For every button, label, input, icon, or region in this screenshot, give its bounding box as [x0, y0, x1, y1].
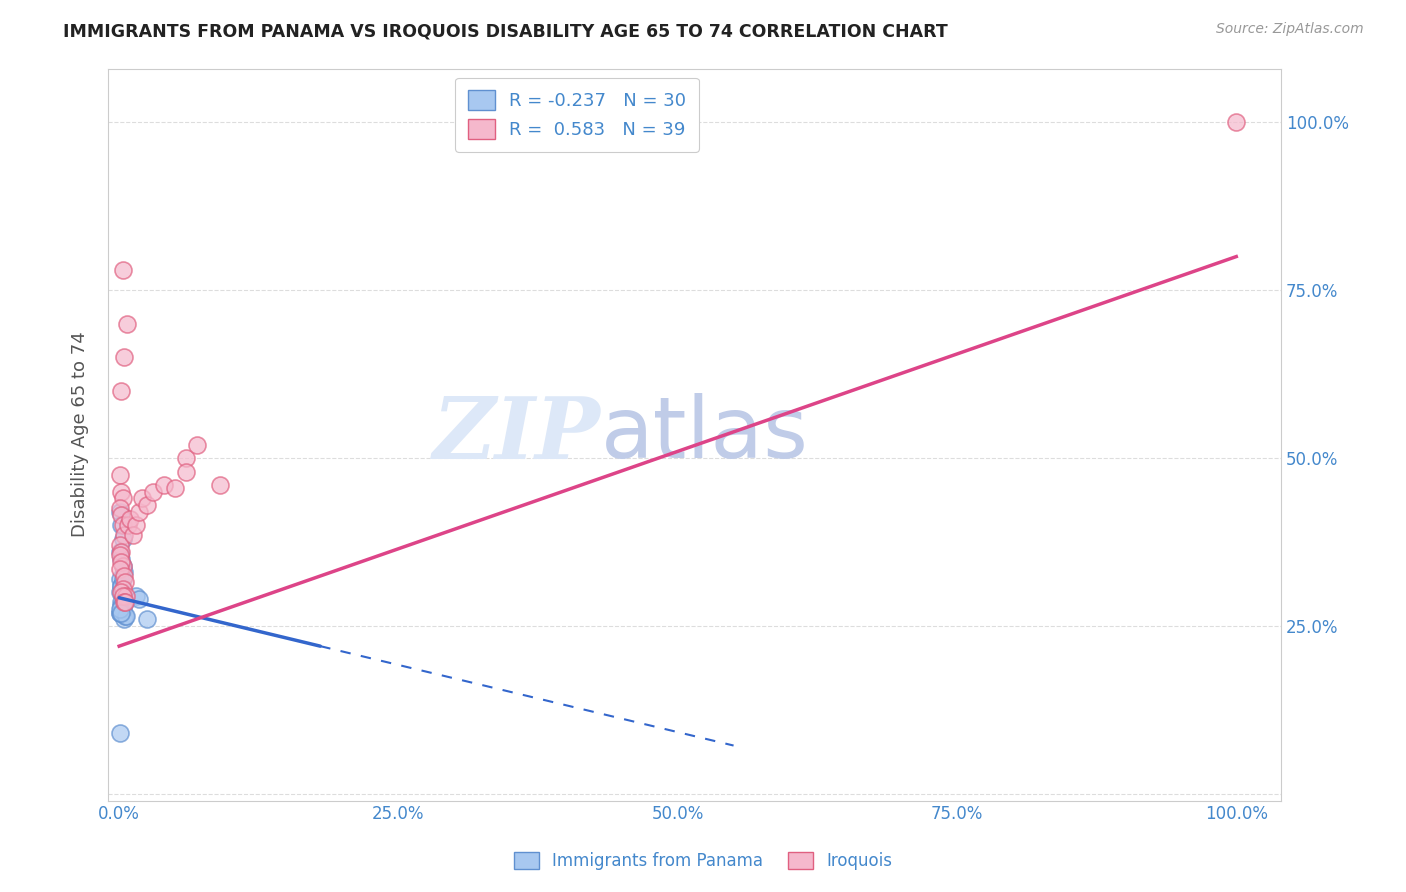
- Point: [111, 582, 134, 596]
- Point: [117, 518, 139, 533]
- Point: [111, 572, 134, 586]
- Point: [110, 579, 132, 593]
- Point: [174, 465, 197, 479]
- Point: [111, 592, 134, 607]
- Point: [112, 595, 135, 609]
- Text: ZIP: ZIP: [433, 392, 600, 476]
- Point: [111, 263, 134, 277]
- Point: [114, 595, 136, 609]
- Point: [110, 585, 132, 599]
- Point: [121, 528, 143, 542]
- Point: [112, 528, 135, 542]
- Point: [111, 532, 134, 546]
- Text: atlas: atlas: [600, 393, 808, 476]
- Point: [153, 478, 176, 492]
- Point: [110, 585, 132, 599]
- Point: [111, 558, 134, 573]
- Point: [128, 505, 150, 519]
- Point: [110, 545, 132, 559]
- Point: [110, 501, 132, 516]
- Point: [125, 589, 148, 603]
- Text: IMMIGRANTS FROM PANAMA VS IROQUOIS DISABILITY AGE 65 TO 74 CORRELATION CHART: IMMIGRANTS FROM PANAMA VS IROQUOIS DISAB…: [63, 22, 948, 40]
- Point: [111, 518, 134, 533]
- Legend: Immigrants from Panama, Iroquois: Immigrants from Panama, Iroquois: [508, 845, 898, 877]
- Point: [112, 351, 135, 365]
- Point: [110, 538, 132, 552]
- Point: [111, 585, 134, 599]
- Point: [110, 545, 132, 559]
- Point: [112, 589, 135, 603]
- Point: [114, 575, 136, 590]
- Point: [128, 592, 150, 607]
- Legend: R = -0.237   N = 30, R =  0.583   N = 39: R = -0.237 N = 30, R = 0.583 N = 39: [456, 78, 699, 152]
- Point: [163, 481, 186, 495]
- Point: [114, 608, 136, 623]
- Point: [125, 518, 148, 533]
- Point: [115, 608, 138, 623]
- Point: [111, 589, 134, 603]
- Point: [112, 612, 135, 626]
- Point: [110, 467, 132, 482]
- Point: [112, 568, 135, 582]
- Point: [110, 518, 132, 533]
- Point: [110, 484, 132, 499]
- Point: [110, 551, 132, 566]
- Point: [115, 589, 138, 603]
- Point: [142, 484, 165, 499]
- Point: [136, 612, 159, 626]
- Point: [115, 317, 138, 331]
- Point: [110, 562, 132, 576]
- Point: [110, 555, 132, 569]
- Point: [114, 595, 136, 609]
- Point: [112, 566, 135, 580]
- Point: [120, 511, 142, 525]
- Point: [1225, 115, 1247, 129]
- Point: [186, 437, 208, 451]
- Point: [174, 451, 197, 466]
- Text: Source: ZipAtlas.com: Source: ZipAtlas.com: [1216, 22, 1364, 37]
- Point: [136, 498, 159, 512]
- Point: [111, 491, 134, 506]
- Point: [110, 508, 132, 523]
- Point: [110, 505, 132, 519]
- Point: [110, 606, 132, 620]
- Point: [110, 599, 132, 613]
- Point: [208, 478, 231, 492]
- Y-axis label: Disability Age 65 to 74: Disability Age 65 to 74: [72, 332, 89, 538]
- Point: [110, 606, 132, 620]
- Point: [110, 579, 132, 593]
- Point: [110, 602, 132, 616]
- Point: [111, 602, 134, 616]
- Point: [110, 384, 132, 398]
- Point: [131, 491, 153, 506]
- Point: [110, 726, 132, 740]
- Point: [111, 558, 134, 573]
- Point: [110, 549, 132, 563]
- Point: [110, 595, 132, 609]
- Point: [110, 606, 132, 620]
- Point: [110, 572, 132, 586]
